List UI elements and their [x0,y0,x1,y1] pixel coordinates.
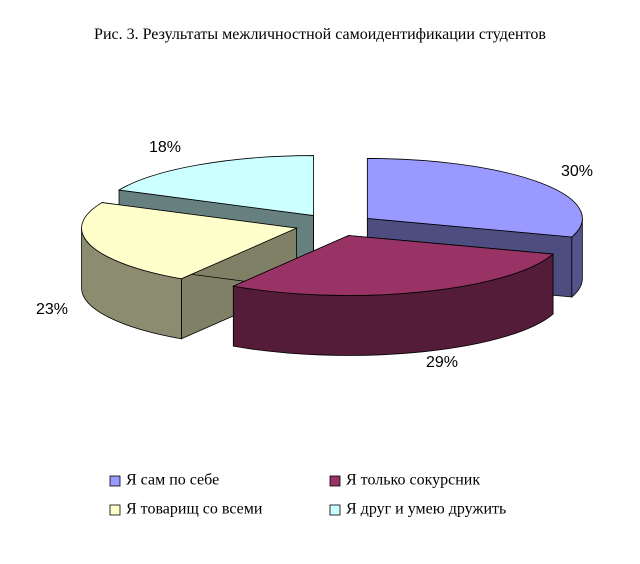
data-label: 29% [426,354,458,371]
slice [117,155,314,217]
legend-label: Я друг и умею дружить [346,501,506,518]
slice [81,202,299,280]
legend-label: Я только сокурсник [346,472,480,489]
chart-title: Рис. 3. Результаты межличностной самоиде… [94,26,546,43]
legend-label: Я товарищ со всеми [126,501,263,518]
legend-label: Я сам по себе [126,472,219,489]
slice [231,235,555,296]
data-label: 30% [561,163,593,180]
legend-swatch [329,504,341,516]
slice [366,158,583,238]
legend-swatch [109,475,121,487]
legend-swatch [329,475,341,487]
data-label: 23% [36,301,68,318]
legend-swatch [109,504,121,516]
data-label: 18% [149,139,181,156]
